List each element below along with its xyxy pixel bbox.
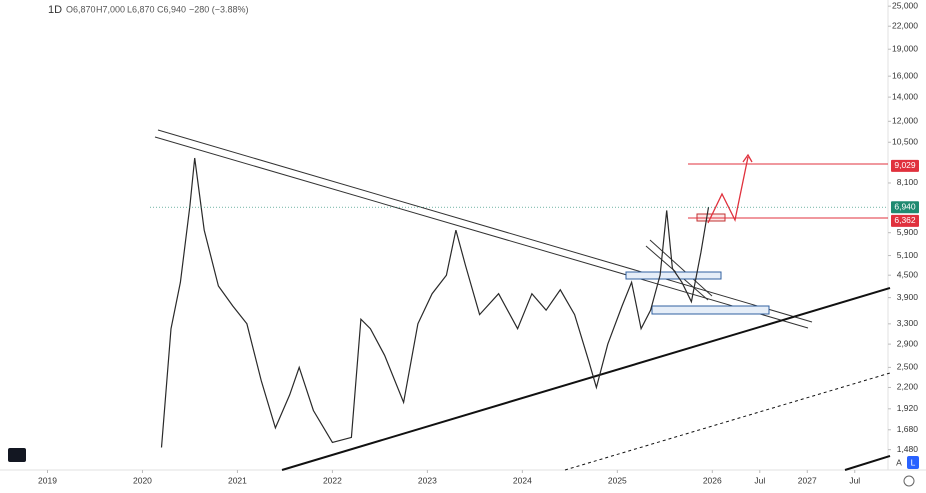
x-tick-label: 2024 (513, 475, 532, 485)
y-tick-label: 16,000 (892, 70, 918, 80)
open: O6,870 (66, 4, 96, 14)
price-tag-label: 9,029 (894, 160, 916, 170)
x-tick-label: 2022 (323, 475, 342, 485)
y-tick-label: 25,000 (892, 0, 918, 10)
drawings (8, 129, 915, 487)
y-tick-label: 8,100 (897, 177, 919, 187)
y-tick-label: 5,100 (897, 250, 919, 260)
price-tag (891, 201, 919, 214)
y-tick-label: 12,000 (892, 116, 918, 126)
price-line (160, 157, 710, 448)
control-bg (907, 456, 919, 469)
y-tick-label: 2,500 (897, 362, 919, 372)
x-tick-label: 2027 (798, 475, 817, 485)
price-tag (891, 214, 919, 227)
control-button[interactable]: A (896, 457, 902, 467)
control-button[interactable]: L (911, 457, 916, 467)
y-tick-label: 2,200 (897, 382, 919, 392)
price-tag (891, 159, 919, 172)
x-tick-label: 2020 (133, 475, 152, 485)
y-tick-label: 19,000 (892, 43, 918, 53)
y-tick-label: 5,900 (897, 227, 919, 237)
y-tick-label: 1,680 (897, 424, 919, 434)
x-tick-label: 2019 (38, 475, 57, 485)
y-tick-label: 3,900 (897, 292, 919, 302)
x-tick-label: 2021 (228, 475, 247, 485)
x-tick-label: 2025 (608, 475, 627, 485)
x-tick-label: Jul (849, 475, 860, 485)
price-tag-label: 6,940 (894, 201, 916, 211)
x-tick-label: 2026 (703, 475, 722, 485)
low: L6,870 (127, 4, 155, 14)
price-tag-label: 6,362 (894, 215, 916, 225)
y-tick-label: 1,920 (897, 403, 919, 413)
x-tick-label: Jul (754, 475, 765, 485)
y-tick-label: 1,480 (897, 444, 919, 454)
y-tick-label: 3,300 (897, 318, 919, 328)
x-tick-label: 2023 (418, 475, 437, 485)
close: C6,940 (157, 4, 186, 14)
y-tick-label: 14,000 (892, 91, 918, 101)
high: H7,000 (96, 4, 125, 14)
y-tick-label: 10,500 (892, 137, 918, 147)
change: −280 (−3.88%) (189, 4, 249, 14)
interval[interactable]: 1D (48, 4, 62, 16)
y-tick-label: 4,500 (897, 269, 919, 279)
y-tick-label: 2,900 (897, 338, 919, 348)
y-tick-label: 22,000 (892, 20, 918, 30)
